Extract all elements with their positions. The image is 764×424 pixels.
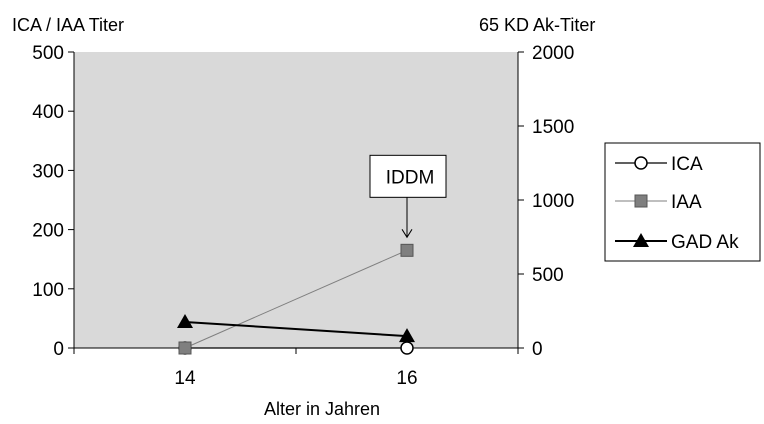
data-point-iaa (178, 341, 192, 355)
legend-marker-gad-ak (633, 233, 649, 247)
y-left-tick-label: 400 (32, 102, 64, 123)
series-line-iaa (184, 249, 408, 349)
y-left-tick-label: 500 (32, 43, 64, 64)
y-right-tick-label: 1000 (532, 191, 574, 212)
data-point-gad-ak (177, 313, 193, 328)
series-line-gad-ak (184, 320, 408, 338)
legend-label-gad-ak: GAD Ak (671, 232, 739, 253)
data-point-iaa (400, 243, 414, 257)
y-left-tick-label: 100 (32, 280, 64, 301)
y-right-axis-title: 65 KD Ak-Titer (479, 15, 595, 35)
y-right-tick-label: 2000 (532, 43, 574, 64)
annotation-label: IDDM (386, 167, 435, 188)
y-left-tick-label: 200 (32, 221, 64, 242)
x-tick-label: 16 (396, 368, 417, 389)
x-axis-title: Alter in Jahren (264, 399, 380, 419)
y-right-tick-label: 500 (532, 265, 564, 286)
data-point-gad-ak (399, 328, 415, 343)
annotation-arrow-head (401, 229, 413, 239)
y-right-tick-label: 0 (532, 339, 543, 360)
y-left-axis-title: ICA / IAA Titer (12, 15, 124, 35)
y-left-tick-label: 300 (32, 161, 64, 182)
annotation-box (369, 154, 447, 198)
legend-marker-iaa (634, 194, 648, 208)
x-tick-label: 14 (174, 368, 196, 389)
legend-label-iaa: IAA (671, 192, 702, 213)
legend-label-ica: ICA (671, 154, 703, 175)
data-point-ica (400, 341, 414, 355)
plot-area (74, 52, 518, 348)
y-right-tick-label: 1500 (532, 117, 574, 138)
y-left-tick-label: 0 (53, 339, 64, 360)
legend-marker-ica (634, 156, 648, 170)
